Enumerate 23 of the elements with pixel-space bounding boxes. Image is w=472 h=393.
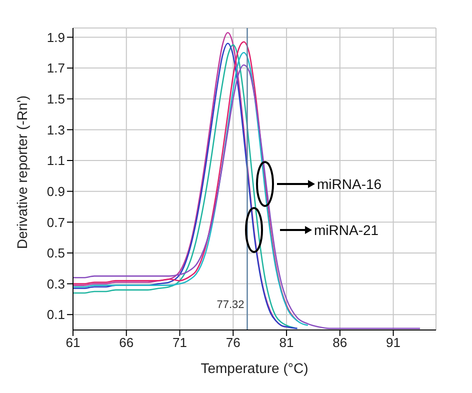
- y-tick-label: 1.9: [46, 30, 65, 45]
- x-tick-label: 61: [66, 335, 80, 350]
- annotation: miRNA-21: [314, 222, 379, 238]
- x-tick-label: 86: [332, 335, 348, 350]
- ref-line-label: 77.32: [216, 299, 244, 311]
- x-tick-label: 71: [172, 335, 187, 350]
- x-tick-label: 91: [386, 335, 401, 350]
- y-tick-label: 1.3: [46, 122, 65, 138]
- y-tick-label: 0.1: [46, 307, 65, 322]
- y-axis-title: Derivative reporter (-Rn'): [14, 95, 30, 249]
- y-tick-label: 1.5: [46, 91, 65, 106]
- line-series: [73, 64, 421, 330]
- y-tick-label: 0.7: [46, 214, 65, 230]
- y-tick-label: 1.7: [46, 60, 65, 76]
- annotation: miRNA-16: [317, 176, 382, 192]
- x-tick-label: 76: [226, 335, 240, 350]
- y-tick-label: 0.9: [46, 184, 65, 199]
- x-tick-label: 81: [279, 335, 294, 350]
- y-tick-label: 0.3: [46, 276, 65, 292]
- y-tick-label: 1.1: [46, 153, 65, 168]
- x-tick-label: 66: [119, 335, 134, 350]
- y-tick-label: 0.5: [46, 246, 65, 261]
- x-axis-title: Temperature (°C): [200, 360, 308, 376]
